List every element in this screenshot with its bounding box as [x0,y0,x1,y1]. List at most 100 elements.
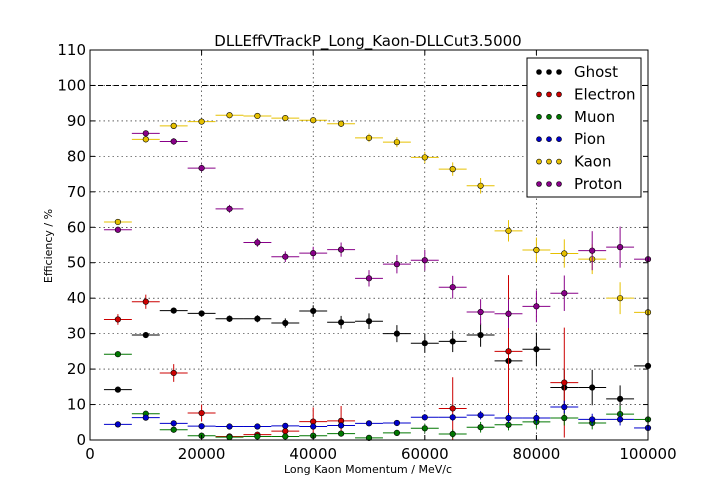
data-point [114,351,121,358]
data-point [114,421,121,428]
data-point [589,384,596,391]
data-point [561,250,568,257]
data-point [282,422,289,429]
legend-marker [556,158,562,165]
legend-marker [556,114,562,120]
legend-marker [536,181,542,187]
x-tick-label: 40000 [289,445,337,463]
y-tick-label: 30 [67,325,86,343]
y-tick-label: 0 [76,431,86,449]
legend-marker [546,181,552,187]
data-point [310,307,317,315]
data-point [198,423,205,430]
legend-label-electron: Electron [574,85,636,103]
data-point [114,226,121,233]
data-point [561,403,568,411]
data-point [198,310,205,317]
data-point [533,246,540,254]
y-tick-label: 100 [57,76,86,94]
data-point [365,420,373,427]
series-pion [103,400,652,434]
legend-label-proton: Proton [574,175,622,193]
y-tick-label: 70 [67,183,86,201]
data-point [449,414,456,421]
data-point [338,246,345,253]
data-point [310,423,317,430]
data-point [533,414,540,422]
plot-frame [89,49,649,441]
data-point [282,114,289,122]
data-point [114,316,121,323]
data-point [533,303,540,310]
y-tick-label: 110 [57,41,86,59]
data-point [561,290,568,297]
data-point [505,227,512,234]
legend-box [526,57,642,198]
data-point [114,386,121,393]
x-axis-label: Long Kaon Momentum / MeV/c [284,463,452,476]
data-point [533,346,540,353]
y-tick-label: 90 [67,112,86,130]
x-tick-label: 0 [85,445,95,463]
data-point [254,239,261,246]
data-point [170,420,177,427]
y-tick-label: 40 [67,289,86,307]
data-point [142,414,149,421]
data-point [477,424,484,431]
data-point [477,331,484,339]
data-point [449,166,456,173]
axis-ticks: 0 20000 40000 60000 80000 100000 0 10 20 30 40 50 60… [57,41,676,463]
legend-marker [556,91,562,98]
legend-label-ghost: Ghost [574,63,618,81]
data-point [421,257,428,264]
data-point [114,218,121,226]
data-point [310,250,317,257]
data-point [421,425,428,432]
legend-marker [536,69,542,75]
data-point [338,120,345,127]
data-point [505,414,512,422]
data-point [393,419,401,427]
data-point [365,434,373,441]
data-point [477,182,484,189]
x-tick-label: 60000 [401,445,449,463]
data-point [589,416,596,423]
data-point [421,414,428,421]
data-point [226,112,233,119]
legend-marker [536,136,542,142]
legend-marker [546,114,552,120]
data-point [226,434,233,441]
series-proton [103,130,652,328]
data-point [449,284,456,291]
data-point [561,414,568,422]
legend-label-kaon: Kaon [574,153,611,171]
data-point [421,154,428,161]
data-point [198,118,205,125]
data-point [254,315,261,322]
data-point [198,164,205,172]
data-point [589,247,596,254]
legend-marker [536,114,542,120]
x-tick-label: 100000 [619,445,676,463]
legend: Ghost Electron Muon Pion Kaon Proton [526,57,642,198]
data-point [393,429,401,437]
data-point [282,428,289,435]
legend-marker [546,158,552,165]
data-point [282,433,289,440]
data-point [142,136,149,143]
data-point [226,205,233,212]
data-point [310,117,317,124]
legend-marker [546,91,552,98]
chart-title: DLLEffVTrackP_Long_Kaon-DLLCut3.5000 [214,32,521,51]
data-point [477,412,484,419]
data-point [477,308,484,316]
data-point [170,369,177,377]
legend-marker [536,91,542,98]
legend-marker [556,69,562,75]
data-point [561,379,568,386]
data-point [142,331,149,339]
data-point [616,295,624,302]
data-point [198,409,205,417]
x-tick-label: 20000 [178,445,226,463]
